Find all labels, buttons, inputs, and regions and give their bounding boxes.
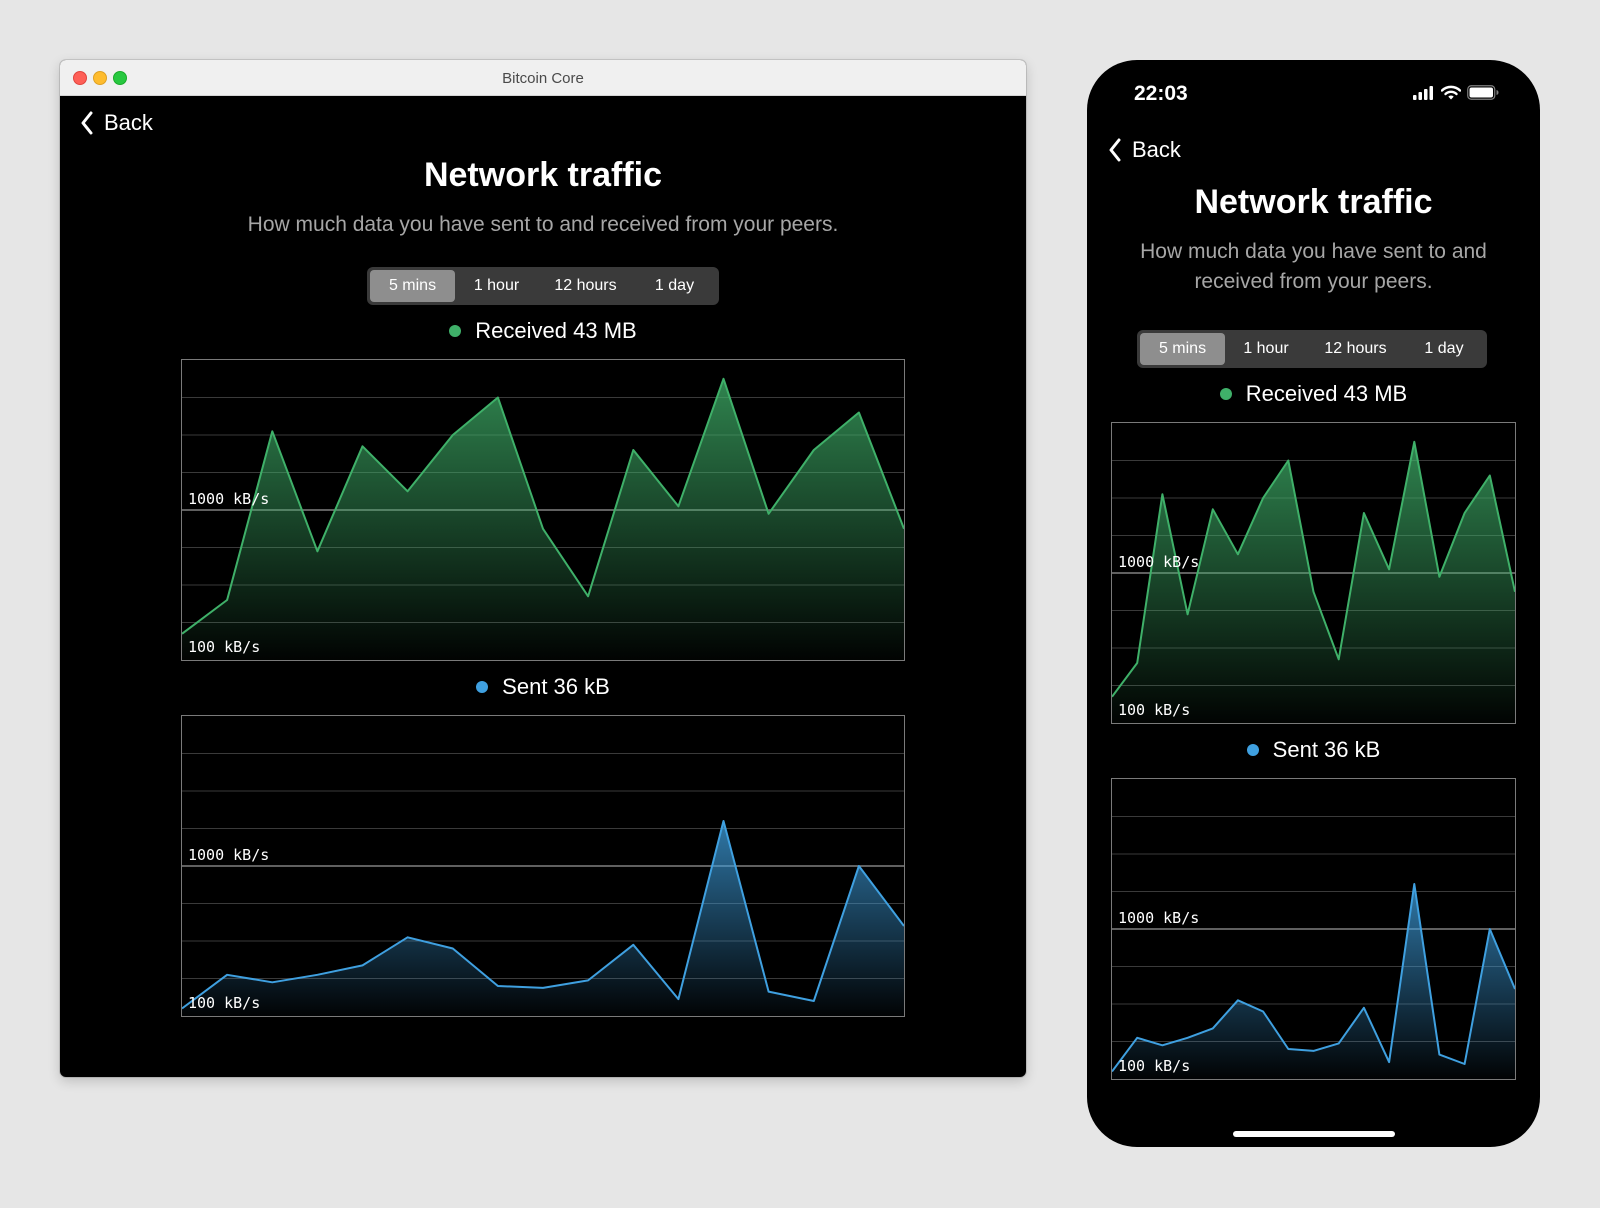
desktop-window: Bitcoin Core Back Network traffic How mu… xyxy=(60,60,1026,1077)
home-indicator[interactable] xyxy=(1233,1131,1395,1137)
phone-screen: 22:03 Back Network traffic How much data… xyxy=(1087,60,1540,1147)
minimize-window-button[interactable] xyxy=(93,71,107,85)
received-series-line xyxy=(1112,440,1515,698)
tab-5-mins[interactable]: 5 mins xyxy=(1140,333,1225,365)
y-tick-label: 100 kB/s xyxy=(188,994,260,1012)
page-subtitle-line1: How much data you have sent to and xyxy=(1140,240,1487,263)
received-dot-icon xyxy=(449,325,462,337)
received-legend: Received 43 MB xyxy=(1087,381,1540,407)
y-tick-label: 100 kB/s xyxy=(1118,1057,1190,1075)
page-subtitle-line2: received from your peers. xyxy=(1194,270,1433,293)
sent-chart-svg: 1000 kB/s 100 kB/s xyxy=(182,753,904,1016)
time-range-segmented-control: 5 mins 1 hour 12 hours 1 day xyxy=(367,267,719,305)
sent-dot-icon xyxy=(1246,744,1259,756)
received-label: Received 43 MB xyxy=(1245,381,1408,406)
received-chart-svg: 1000 kB/s 100 kB/s xyxy=(182,377,904,660)
back-button[interactable]: Back xyxy=(80,110,153,136)
received-area xyxy=(1112,441,1515,723)
tab-12-hours[interactable]: 12 hours xyxy=(1324,340,1387,357)
sent-area xyxy=(1112,884,1515,1079)
sent-label: Sent 36 kB xyxy=(1272,737,1381,762)
sent-chart: 1000 kB/s 100 kB/s xyxy=(1111,778,1516,1080)
y-tick-label: 1000 kB/s xyxy=(188,490,269,508)
sent-chart-svg: 1000 kB/s 100 kB/s xyxy=(1112,816,1515,1079)
sent-label: Sent 36 kB xyxy=(502,674,610,699)
tab-1-hour[interactable]: 1 hour xyxy=(473,277,520,294)
tab-5-mins[interactable]: 5 mins xyxy=(370,270,455,302)
received-series-line xyxy=(182,377,904,635)
close-window-button[interactable] xyxy=(73,71,87,85)
received-chart: 1000 kB/s 100 kB/s xyxy=(181,359,905,661)
chevron-left-icon xyxy=(81,111,93,135)
received-label: Received 43 MB xyxy=(475,318,637,343)
zoom-window-button[interactable] xyxy=(113,71,127,85)
received-chart-svg: 1000 kB/s 100 kB/s xyxy=(1112,440,1515,723)
sent-area xyxy=(182,821,904,1016)
y-tick-label: 1000 kB/s xyxy=(1118,909,1199,927)
y-tick-label: 1000 kB/s xyxy=(1118,553,1199,571)
received-legend: Received 43 MB xyxy=(60,318,1026,344)
received-chart: 1000 kB/s 100 kB/s xyxy=(1111,422,1516,724)
y-tick-label: 100 kB/s xyxy=(188,638,260,656)
status-time: 22:03 xyxy=(1134,82,1188,105)
title-bar: Bitcoin Core xyxy=(60,60,1026,96)
received-dot-icon xyxy=(1219,388,1232,400)
received-area xyxy=(182,378,904,660)
tab-1-day[interactable]: 1 day xyxy=(654,277,695,294)
chevron-left-icon xyxy=(1109,138,1121,162)
sent-chart: 1000 kB/s 100 kB/s xyxy=(181,715,905,1017)
window-title: Bitcoin Core xyxy=(502,70,584,87)
y-tick-label: 100 kB/s xyxy=(1118,701,1190,719)
back-button[interactable]: Back xyxy=(1108,137,1181,163)
sent-legend: Sent 36 kB xyxy=(1087,737,1540,763)
tab-1-day[interactable]: 1 day xyxy=(1424,340,1464,357)
back-label: Back xyxy=(1132,137,1181,162)
y-tick-label: 1000 kB/s xyxy=(188,846,269,864)
tab-1-hour[interactable]: 1 hour xyxy=(1243,340,1289,357)
wifi-icon xyxy=(1441,85,1461,100)
page-title: Network traffic xyxy=(1194,183,1433,221)
tab-12-hours[interactable]: 12 hours xyxy=(554,277,617,294)
sent-series-line xyxy=(1112,883,1515,1073)
page-title: Network traffic xyxy=(423,156,663,194)
page-subtitle: How much data you have sent to and recei… xyxy=(247,213,839,236)
sent-dot-icon xyxy=(476,681,489,693)
status-icons xyxy=(1413,85,1499,100)
time-range-segmented-control: 5 mins 1 hour 12 hours 1 day xyxy=(1137,330,1487,368)
battery-icon xyxy=(1467,85,1499,100)
back-label: Back xyxy=(104,110,153,135)
sent-legend: Sent 36 kB xyxy=(60,674,1026,700)
signal-bars-icon xyxy=(1413,85,1433,100)
sent-series-line xyxy=(182,820,904,1010)
